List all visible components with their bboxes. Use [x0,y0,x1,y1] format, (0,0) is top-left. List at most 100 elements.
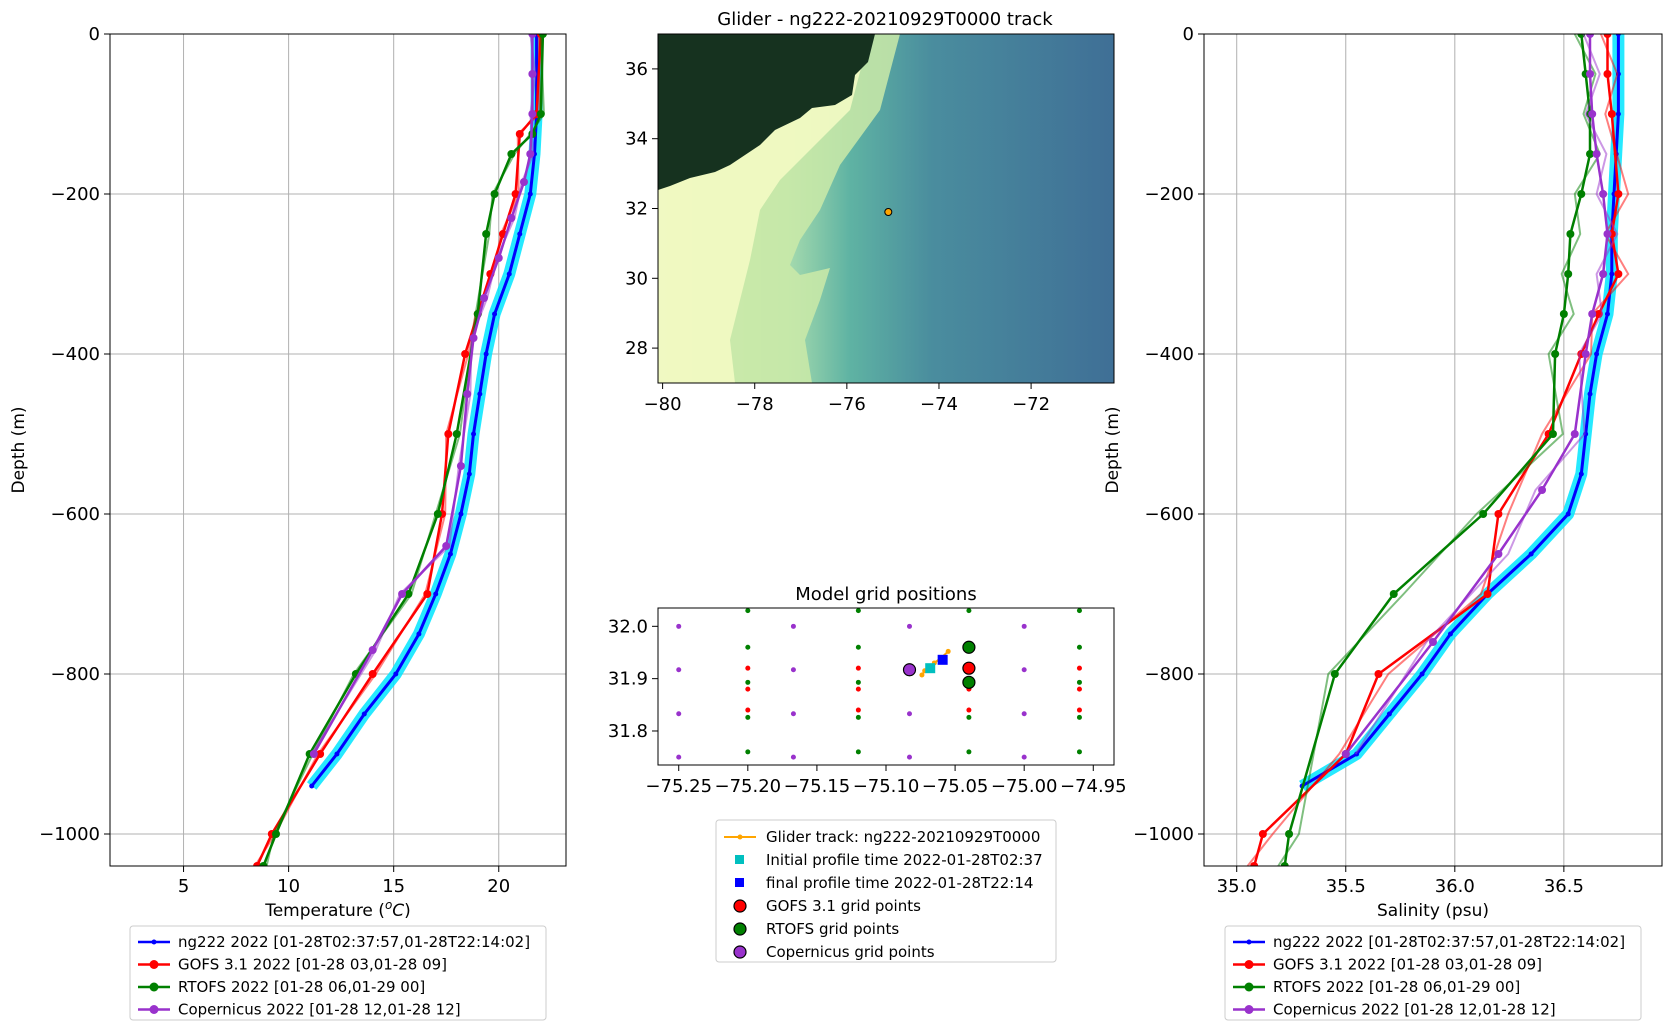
series-point [1386,711,1392,717]
map-y-tick-label: 28 [625,338,648,359]
series-point [1594,351,1600,357]
legend-marker [149,1005,159,1014]
y-tick-label: −200 [1145,184,1194,205]
grid-legend-marker [735,855,744,864]
map-x-tick-label: −78 [736,394,774,415]
rtofs-grid-point [855,749,861,755]
series-point [517,231,523,237]
series-point [1566,230,1575,238]
series-point [1586,34,1595,38]
series-point [272,830,281,838]
series-point [528,34,537,38]
legend-marker [1244,1005,1254,1014]
track-map-panel: Glider - ng222-20210929T0000 track −80 −7… [625,9,1115,415]
temperature-ticks: 5 10 15 20 0 −200 −400 −600 −800 −1000 [39,24,510,897]
map-title: Glider - ng222-20210929T0000 track [717,9,1053,30]
series-point [1577,190,1586,198]
series-point [507,150,516,158]
legend-label: GOFS 3.1 2022 [01-28 03,01-28 09] [1273,956,1542,974]
grid-y-tick-label: 32.0 [608,616,648,637]
grid-legend-label: Copernicus grid points [766,943,935,961]
profile-time-marker [925,663,936,674]
series-point [1614,190,1623,198]
grid-x-tick-label: −75.20 [715,776,782,797]
rtofs-grid-point [1076,644,1082,650]
copernicus-grid-point [790,754,796,760]
rtofs-grid-point [855,714,861,720]
x-tick-label: 36.0 [1435,876,1475,897]
bathymetry-map [658,34,1114,383]
copernicus-grid-point [676,667,682,673]
series-point [1280,862,1289,866]
grid-legend-marker [737,834,743,840]
grid-legend: Glider track: ng222-20210929T0000 Initial… [715,819,1057,963]
salinity-xlabel: Salinity (psu) [1377,901,1489,921]
x-tick-label: 5 [178,876,189,897]
copernicus-grid-point [790,623,796,629]
series-point [398,590,407,598]
series-point [1599,190,1608,198]
legend-label: RTOFS 2022 [01-28 06,01-29 00] [178,978,425,996]
y-tick-label: −1000 [39,824,100,845]
gofs-grid-point [855,686,861,692]
series-point [507,214,516,222]
rtofs-grid-point [966,608,972,614]
legend-frame [1224,925,1642,1021]
series-point [1389,590,1398,598]
series-point [1447,631,1453,637]
series-point [458,511,464,517]
series-point [1538,486,1547,494]
temperature-plot-area [110,34,566,866]
series-point [1479,510,1488,518]
map-x-tick-label: −76 [828,394,866,415]
series-point [1588,310,1597,318]
map-x-tick-label: −80 [644,394,682,415]
series-point [1578,471,1584,477]
grid-legend-marker [733,899,747,913]
nearest-grid-point [902,663,917,677]
series-point [404,590,413,598]
grid-x-tick-label: −75.25 [645,776,712,797]
series-point [259,862,268,866]
series-point [1374,670,1383,678]
series-point [1564,270,1573,278]
salinity-panel: 35.0 35.5 36.0 36.5 0 −200 −400 −600 −800 −1000 S… [1103,24,1663,1021]
copernicus-grid-point [1021,667,1027,673]
y-tick-label: −800 [1145,664,1194,685]
legend-label: ng222 2022 [01-28T02:37:57,01-28T22:14:0… [1273,933,1625,951]
series-point [1603,34,1612,38]
copernicus-grid-point [790,711,796,717]
grid-title: Model grid positions [795,584,976,605]
series-point [316,750,325,758]
gofs-grid-point [855,707,861,713]
rtofs-grid-point [745,608,751,614]
rtofs-grid-point [745,679,751,685]
series-point [1250,862,1259,866]
model-grid-panel: Model grid positions −75.25 −75.20 −75.15−… [608,584,1127,963]
series-point [433,591,439,597]
gofs-grid-point [966,707,972,713]
map-y-tick-label: 32 [625,199,648,220]
y-tick-label: −200 [51,184,100,205]
rtofs-grid-point [745,714,751,720]
map-x-tick-label: −74 [920,394,958,415]
series-point [442,542,451,550]
degree-superscript: o [385,898,392,912]
series-point [1586,70,1595,78]
temperature-panel: 5 10 15 20 0 −200 −400 −600 −800 −1000 Temperatur… [9,24,567,1021]
series-point [1551,350,1560,358]
series-point [444,430,453,438]
series-point [253,862,262,866]
rtofs-grid-point [855,644,861,650]
glider-position-marker [884,207,893,216]
gofs-grid-point [745,665,751,671]
series-line [310,34,539,787]
legend-label: Copernicus 2022 [01-28 12,01-28 12] [1273,1001,1556,1019]
salinity-axes-frame [1203,33,1663,867]
salinity-ylabel: Depth (m) [1103,406,1123,493]
series-point [471,431,477,437]
y-tick-label: 0 [1183,24,1194,45]
gofs-grid-point [855,665,861,671]
land-area [658,34,875,190]
gofs-grid-point [745,686,751,692]
